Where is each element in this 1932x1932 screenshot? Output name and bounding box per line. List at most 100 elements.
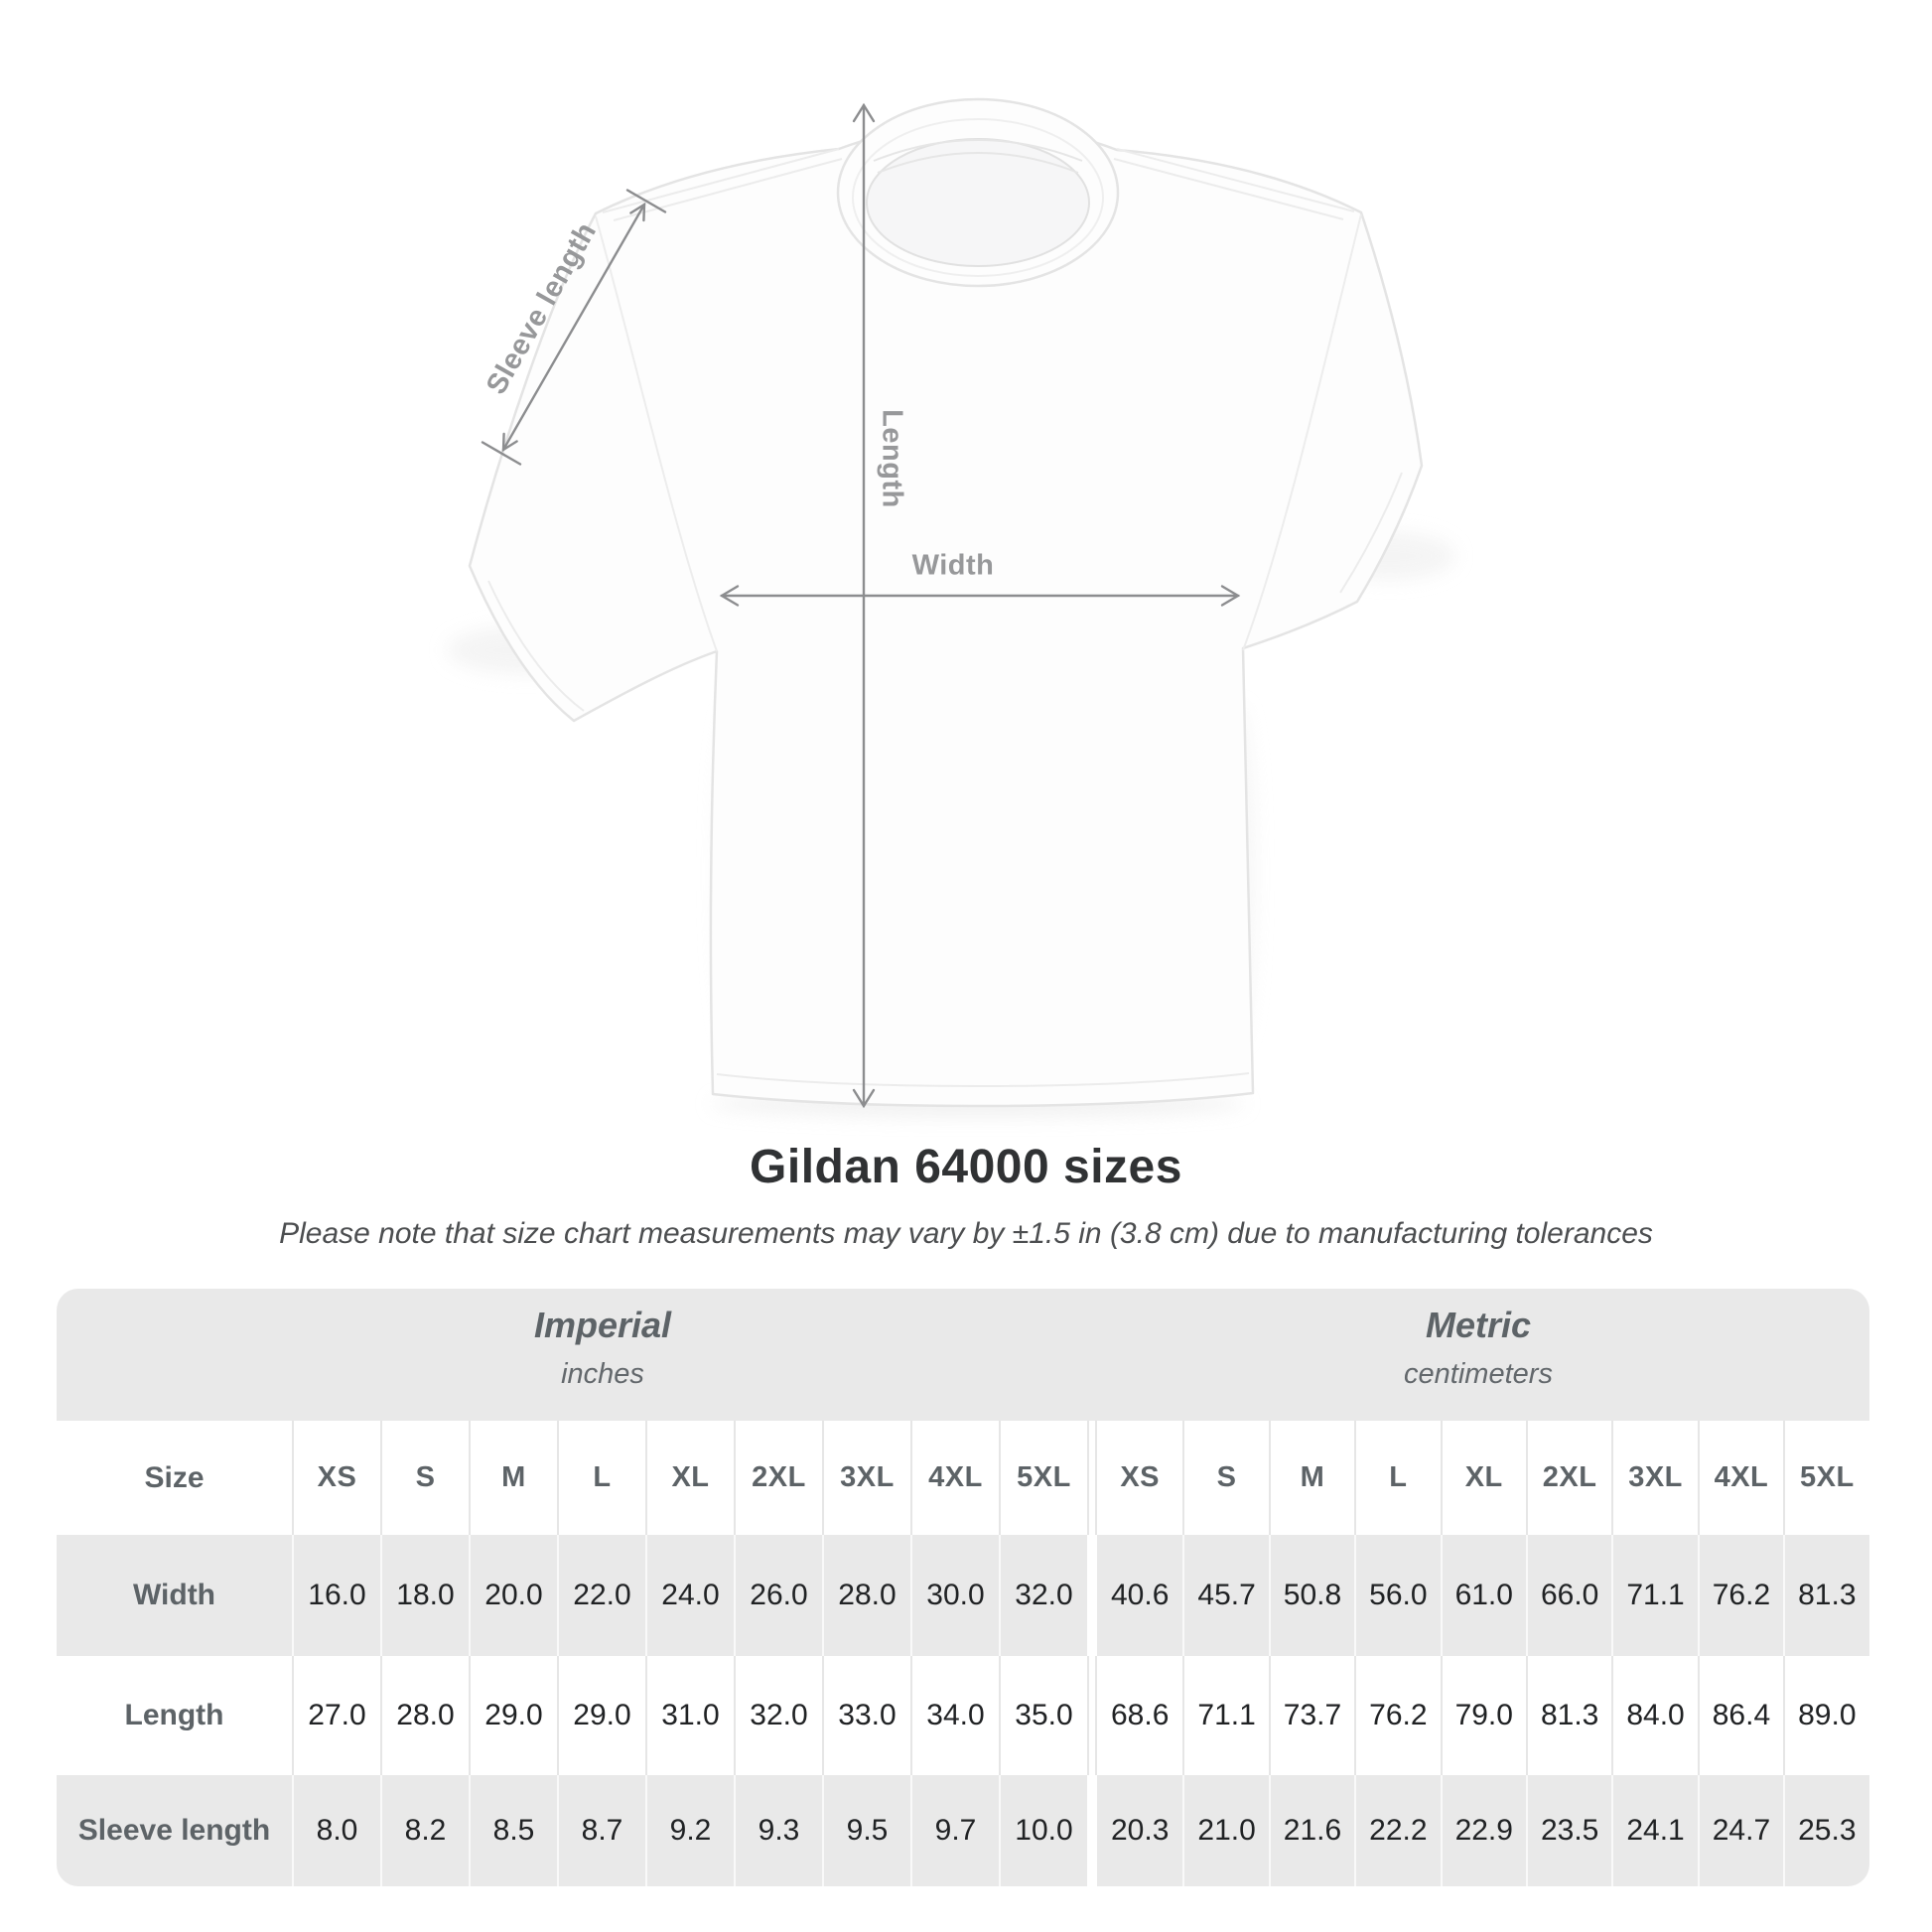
sleeve-length-arrow	[481, 189, 667, 466]
table-cell: 8.2	[380, 1775, 469, 1886]
table-cell: 26.0	[734, 1535, 822, 1656]
table-cell: 18.0	[380, 1535, 469, 1656]
size-header: M	[469, 1421, 557, 1535]
table-cell: 45.7	[1182, 1535, 1269, 1656]
size-header: M	[1268, 1421, 1354, 1535]
metric-header: Metric centimeters	[1404, 1305, 1553, 1391]
section-divider	[1087, 1535, 1097, 1656]
page-title: Gildan 64000 sizes	[750, 1141, 1182, 1193]
table-cell: 8.0	[292, 1775, 380, 1886]
metric-title: Metric	[1425, 1305, 1532, 1345]
table-cell: 71.1	[1611, 1535, 1698, 1656]
table-row: Length 27.0 28.0 29.0 29.0 31.0 32.0 33.0 34.0 35…	[57, 1656, 1869, 1775]
size-header: XL	[645, 1421, 734, 1535]
table-cell: 86.4	[1697, 1656, 1783, 1775]
size-chart-table: Imperial inches Metric centimeters Size X…	[57, 1289, 1869, 1886]
table-cell: 40.6	[1097, 1535, 1183, 1656]
size-header: 2XL	[1525, 1421, 1611, 1535]
table-cell: 61.0	[1440, 1535, 1526, 1656]
size-header: 4XL	[910, 1421, 999, 1535]
table-cell: 56.0	[1354, 1535, 1441, 1656]
table-cell: 20.0	[469, 1535, 557, 1656]
size-header: 3XL	[822, 1421, 910, 1535]
tshirt-graphic	[447, 97, 1455, 1117]
table-cell: 21.0	[1182, 1775, 1269, 1886]
table-cell: 22.0	[557, 1535, 645, 1656]
size-header: 5XL	[1783, 1421, 1868, 1535]
tshirt-body	[468, 122, 1424, 1108]
table-cell: 84.0	[1611, 1656, 1697, 1775]
table-cell: 30.0	[910, 1535, 999, 1656]
size-header: XL	[1440, 1421, 1526, 1535]
table-cell: 35.0	[999, 1656, 1087, 1775]
length-arrow	[852, 102, 876, 1109]
table-cell: 68.6	[1111, 1699, 1170, 1731]
page-subtitle: Please note that size chart measurements…	[279, 1217, 1653, 1250]
table-cell: 29.0	[557, 1656, 645, 1775]
table-cell: 16.0	[292, 1535, 380, 1656]
table-cell: 9.7	[910, 1775, 999, 1886]
table-row: Size XS S M L XL 2XL 3XL 4XL 5XL XS S M L XL 2XL 3XL 4XL 5…	[57, 1421, 1869, 1535]
table-cell: 66.0	[1525, 1535, 1612, 1656]
table-cell: 34.0	[910, 1656, 999, 1775]
table-cell: 8.5	[469, 1775, 557, 1886]
section-divider	[1087, 1656, 1097, 1775]
size-header: XS	[1120, 1461, 1161, 1493]
size-header: S	[380, 1421, 469, 1535]
table-cell: 23.5	[1525, 1775, 1612, 1886]
size-header: 2XL	[734, 1421, 822, 1535]
length-label: Length	[876, 409, 908, 508]
table-row: Sleeve length 8.0 8.2 8.5 8.7 9.2 9.3 9.5 9.7 10.…	[57, 1775, 1869, 1886]
table-cell: 29.0	[469, 1656, 557, 1775]
size-grid: Size XS S M L XL 2XL 3XL 4XL 5XL XS S M L XL 2XL 3XL 4XL 5…	[57, 1421, 1869, 1886]
table-cell: 9.3	[734, 1775, 822, 1886]
size-header: 3XL	[1611, 1421, 1697, 1535]
tshirt-measurement-diagram: Sleeve length Length Width	[447, 97, 1455, 1117]
table-cell: 81.3	[1783, 1535, 1869, 1656]
table-cell: 28.0	[822, 1535, 910, 1656]
table-row: Width 16.0 18.0 20.0 22.0 24.0 26.0 28.0 30.0 32.…	[57, 1535, 1869, 1656]
table-cell: 89.0	[1783, 1656, 1868, 1775]
imperial-title: Imperial	[533, 1305, 672, 1345]
imperial-header: Imperial inches	[534, 1305, 671, 1391]
table-cell: 33.0	[822, 1656, 910, 1775]
table-cell: 28.0	[380, 1656, 469, 1775]
table-cell: 10.0	[999, 1775, 1087, 1886]
size-header: S	[1182, 1421, 1268, 1535]
table-cell: 32.0	[999, 1535, 1087, 1656]
size-header: XS	[292, 1421, 380, 1535]
row-label: Width	[57, 1535, 292, 1656]
table-cell: 81.3	[1525, 1656, 1611, 1775]
units-header-row: Imperial inches Metric centimeters	[57, 1289, 1869, 1421]
size-header: 5XL	[999, 1421, 1087, 1535]
metric-unit: centimeters	[1404, 1358, 1553, 1390]
table-cell: 9.5	[822, 1775, 910, 1886]
corner-header: Size	[144, 1460, 205, 1494]
table-cell: 27.0	[292, 1656, 380, 1775]
table-cell: 79.0	[1440, 1656, 1526, 1775]
section-divider	[1087, 1421, 1097, 1535]
table-cell: 71.1	[1182, 1656, 1268, 1775]
table-cell: 8.7	[557, 1775, 645, 1886]
table-cell: 73.7	[1268, 1656, 1354, 1775]
section-divider	[1087, 1775, 1097, 1886]
width-arrow	[719, 585, 1241, 607]
size-header: L	[1354, 1421, 1440, 1535]
imperial-unit: inches	[561, 1358, 644, 1390]
table-cell: 50.8	[1268, 1535, 1355, 1656]
table-cell: 24.7	[1697, 1775, 1784, 1886]
row-label: Sleeve length	[57, 1775, 292, 1886]
row-label: Length	[124, 1699, 224, 1731]
size-header: L	[557, 1421, 645, 1535]
tshirt-collar	[836, 97, 1120, 288]
table-cell: 25.3	[1783, 1775, 1869, 1886]
size-header: 4XL	[1697, 1421, 1783, 1535]
table-cell: 24.1	[1611, 1775, 1698, 1886]
table-cell: 22.9	[1440, 1775, 1526, 1886]
table-cell: 76.2	[1697, 1535, 1784, 1656]
table-cell: 31.0	[645, 1656, 734, 1775]
table-cell: 9.2	[645, 1775, 734, 1886]
table-cell: 20.3	[1097, 1775, 1183, 1886]
table-cell: 22.2	[1354, 1775, 1441, 1886]
table-cell: 21.6	[1268, 1775, 1355, 1886]
